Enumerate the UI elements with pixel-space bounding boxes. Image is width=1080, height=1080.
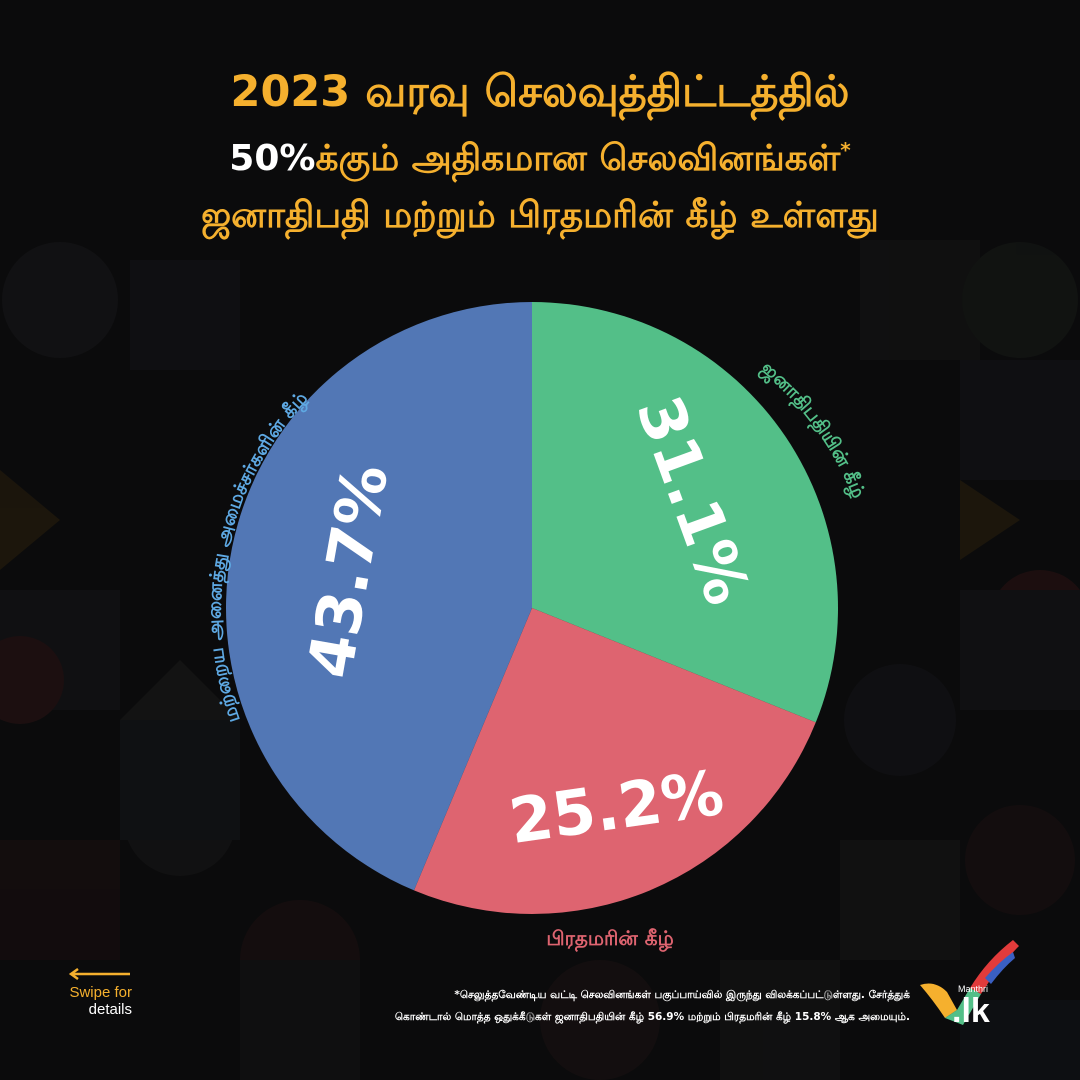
- title-line-2: 50%க்கும் அதிகமான செலவினங்கள்*: [0, 122, 1080, 187]
- logo-brand: Manthri: [958, 984, 989, 994]
- arrow-left-icon: [68, 968, 130, 980]
- logo-domain: .lk: [952, 992, 990, 1030]
- title-line-2-text: க்கும் அதிகமான செலவினங்கள்: [315, 138, 841, 179]
- title-line-3: ஜனாதிபதி மற்றும் பிரதமரின் கீழ் உள்ளது: [201, 195, 879, 236]
- details-label: details: [88, 1001, 132, 1018]
- slice-label-pm: பிரதமரின் கீழ்: [546, 926, 673, 952]
- manthri-logo-check-icon: [920, 940, 1019, 1025]
- footnote: *செலுத்தவேண்டிய வட்டி செலவினங்கள் பகுப்ப…: [300, 984, 910, 1028]
- slice-president: [532, 302, 838, 723]
- title-line-1: 2023 வரவு செலவுத்திட்டத்தில்: [230, 67, 850, 117]
- footnote-line-2: கொண்டால் மொத்த ஒதுக்கீடுகள் ஜனாதிபதியின்…: [394, 1011, 910, 1023]
- swipe-label: Swipe for: [69, 984, 132, 1001]
- slice-others: [226, 302, 533, 891]
- slice-pm: [414, 608, 816, 914]
- footnote-line-1: *செலுத்தவேண்டிய வட்டி செலவினங்கள் பகுப்ப…: [454, 989, 910, 1001]
- title-block: 2023 வரவு செலவுத்திட்டத்தில் 50%க்கும் அ…: [0, 62, 1080, 245]
- footnote-asterisk: *: [840, 138, 851, 162]
- title-percent: 50%: [229, 138, 316, 179]
